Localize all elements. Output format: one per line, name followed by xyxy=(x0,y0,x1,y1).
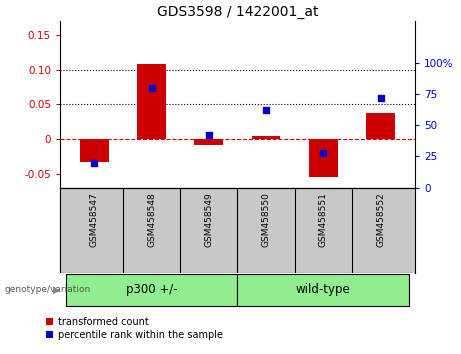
Bar xyxy=(137,64,166,139)
Text: GSM458551: GSM458551 xyxy=(319,192,328,247)
Text: wild-type: wild-type xyxy=(296,283,351,296)
Point xyxy=(91,160,98,165)
Text: GSM458552: GSM458552 xyxy=(376,192,385,247)
Bar xyxy=(80,139,109,162)
Text: GSM458549: GSM458549 xyxy=(204,192,213,247)
Text: genotype/variation: genotype/variation xyxy=(5,285,91,294)
Bar xyxy=(237,274,409,306)
Legend: transformed count, percentile rank within the sample: transformed count, percentile rank withi… xyxy=(42,313,227,343)
Point xyxy=(205,132,213,138)
Text: GSM458548: GSM458548 xyxy=(147,192,156,247)
Text: GSM458547: GSM458547 xyxy=(90,192,99,247)
Bar xyxy=(309,139,337,177)
Text: GSM458550: GSM458550 xyxy=(261,192,271,247)
Bar xyxy=(366,113,395,139)
Point xyxy=(262,107,270,113)
Title: GDS3598 / 1422001_at: GDS3598 / 1422001_at xyxy=(157,5,318,19)
Bar xyxy=(252,136,280,139)
Point xyxy=(377,95,384,101)
Bar xyxy=(195,139,223,145)
Bar xyxy=(65,274,237,306)
Point xyxy=(319,150,327,155)
Text: p300 +/-: p300 +/- xyxy=(126,283,177,296)
Point xyxy=(148,85,155,91)
Text: ▶: ▶ xyxy=(53,285,60,295)
